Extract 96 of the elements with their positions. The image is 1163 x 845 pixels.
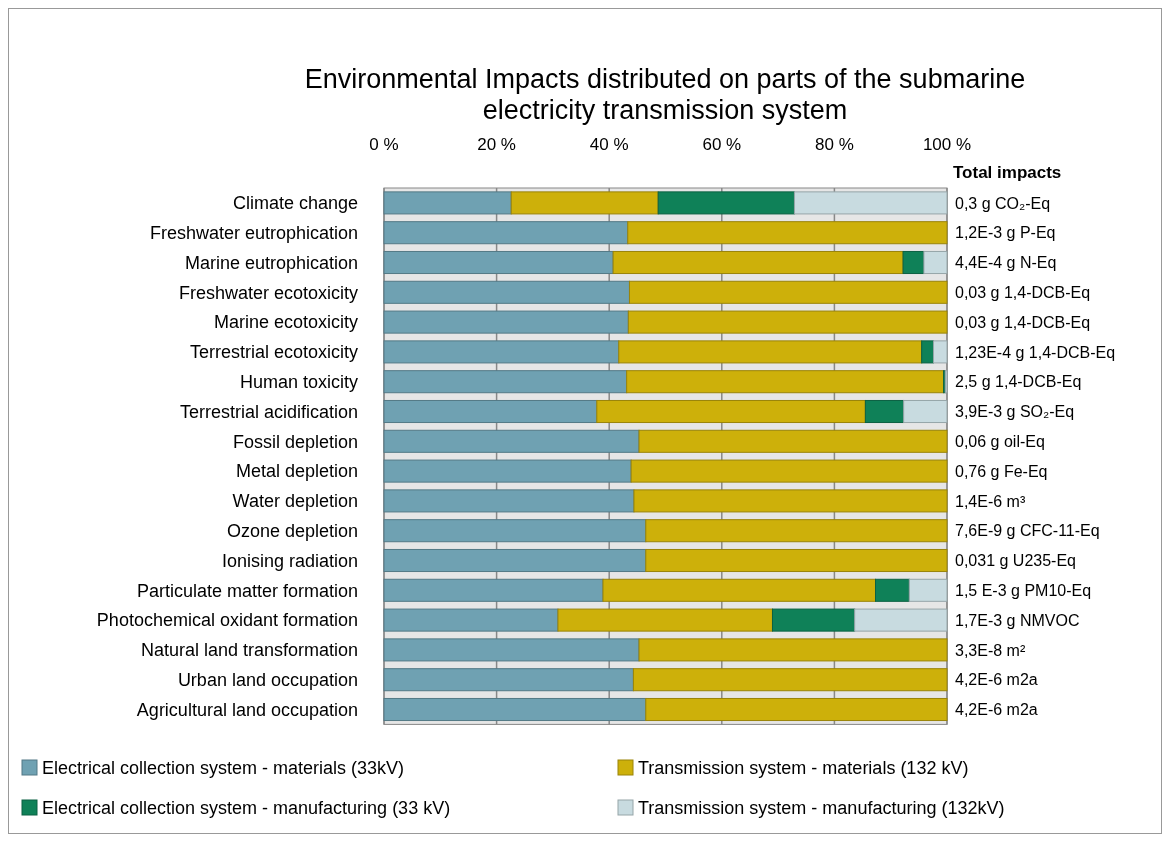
- bar: [854, 608, 948, 632]
- text: 1,4E-6 m³: [955, 492, 1026, 510]
- x-tick-label: 80 %: [815, 135, 854, 154]
- legend-label: Transmission system - materials (132 kV): [638, 758, 969, 779]
- bar: [383, 310, 629, 334]
- bar: [383, 608, 559, 632]
- bar: [383, 489, 635, 513]
- bar: [602, 578, 876, 602]
- bar: [627, 221, 948, 245]
- bar: [628, 280, 948, 304]
- y-tick-label: Metal depletion: [235, 461, 358, 482]
- bar: [383, 668, 634, 692]
- bar: [921, 340, 934, 364]
- text: 1,2E-3 g P-Eq: [955, 224, 1056, 242]
- bar: [864, 399, 905, 424]
- y-tick-label: Terrestrial acidification: [179, 401, 358, 422]
- chart-title: Environmental Impacts distributed on parts of the submarine electricity transmission system: [304, 64, 1026, 125]
- bar: [383, 429, 640, 453]
- bar: [645, 548, 948, 573]
- bar: [633, 489, 948, 513]
- legend-label: Transmission system - manufacturing (132kV): [638, 798, 1005, 819]
- bar: [383, 697, 647, 722]
- bar: [627, 310, 948, 334]
- bar: [612, 250, 904, 275]
- bar: [383, 638, 640, 662]
- y-tick-label: Freshwater eutrophication: [149, 223, 358, 243]
- bar: [657, 191, 795, 215]
- bar: [793, 191, 948, 215]
- y-tick-label: Photochemical oxidant formation: [96, 610, 358, 631]
- x-tick-label: 60 %: [702, 135, 742, 154]
- bar: [383, 578, 604, 602]
- bar: [903, 399, 948, 424]
- y-tick-label: Agricultural land occupation: [136, 699, 358, 720]
- y-tick-label: Fossil depletion: [232, 431, 358, 452]
- bar: [638, 429, 948, 453]
- bar: [771, 608, 856, 632]
- bar: [383, 250, 614, 275]
- bar: [902, 250, 925, 275]
- y-tick-label: Urban land occupation: [177, 670, 358, 690]
- bar: [875, 578, 910, 602]
- bar: [383, 548, 647, 573]
- bar: [618, 340, 923, 364]
- text: 0,3 g CO₂-Eq: [955, 194, 1051, 212]
- bar: [383, 399, 598, 424]
- bar: [932, 340, 948, 364]
- text: 7,6E-9 g CFC-11-Eq: [955, 522, 1100, 540]
- text: 2,5 g 1,4-DCB-Eq: [955, 373, 1082, 391]
- x-tick-label: 0 %: [369, 135, 399, 154]
- text: 0,03 g 1,4-DCB-Eq: [955, 313, 1091, 331]
- bar: [908, 578, 948, 602]
- y-tick-label: Human toxicity: [239, 372, 358, 392]
- bar: [383, 370, 628, 394]
- bar: [383, 221, 629, 245]
- y-tick-label: Ionising radiation: [221, 550, 358, 571]
- text: 3,9E-3 g SO₂-Eq: [955, 403, 1075, 421]
- text: 4,4E-4 g N-Eq: [955, 254, 1057, 272]
- text: 0,031 g U235-Eq: [955, 552, 1076, 570]
- text: 0,76 g Fe-Eq: [955, 462, 1048, 480]
- y-tick-label: Climate change: [232, 193, 358, 214]
- legend-label: Electrical collection system - manufacturing (33 kV): [42, 798, 451, 819]
- bar: [638, 638, 948, 662]
- bar: [645, 697, 948, 722]
- y-tick-label: Terrestrial ecotoxicity: [189, 342, 358, 363]
- y-tick-label: Ozone depletion: [226, 521, 358, 541]
- bar: [510, 191, 659, 215]
- bar: [557, 608, 773, 632]
- y-tick-label: Marine ecotoxicity: [213, 312, 358, 333]
- text: Total impacts: [953, 163, 1062, 182]
- text: 4,2E-6 m2a: [955, 701, 1038, 719]
- x-tick-label: 100 %: [922, 135, 972, 154]
- legend-label: Electrical collection system - materials (33kV): [42, 758, 405, 779]
- text: 3,3E-8 m²: [955, 641, 1026, 659]
- text: 0,03 g 1,4-DCB-Eq: [955, 283, 1091, 301]
- text: 0,06 g oil-Eq: [955, 432, 1045, 450]
- y-tick-label: Water depletion: [232, 491, 358, 512]
- y-tick-label: Marine eutrophication: [184, 252, 358, 273]
- y-tick-label: Freshwater ecotoxicity: [178, 282, 358, 303]
- bar: [630, 459, 948, 483]
- bar: [596, 399, 866, 424]
- bar: [626, 370, 945, 394]
- bar: [383, 191, 512, 215]
- x-tick-label: 40 %: [589, 135, 629, 154]
- bar: [383, 340, 620, 364]
- bar: [383, 280, 630, 304]
- text: 1,7E-3 g NMVOC: [955, 611, 1080, 629]
- bar: [383, 519, 647, 543]
- x-tick-label: 20 %: [477, 135, 516, 154]
- bar: [923, 250, 948, 275]
- y-tick-label: Natural land transformation: [140, 640, 358, 661]
- text: 1,23E-4 g 1,4-DCB-Eq: [955, 343, 1116, 361]
- text: 1,5 E-3 g PM10-Eq: [955, 581, 1092, 599]
- bar: [383, 459, 632, 483]
- bar: [632, 668, 948, 692]
- text: 4,2E-6 m2a: [955, 671, 1038, 689]
- y-tick-label: Particulate matter formation: [136, 580, 358, 601]
- bar: [645, 519, 948, 543]
